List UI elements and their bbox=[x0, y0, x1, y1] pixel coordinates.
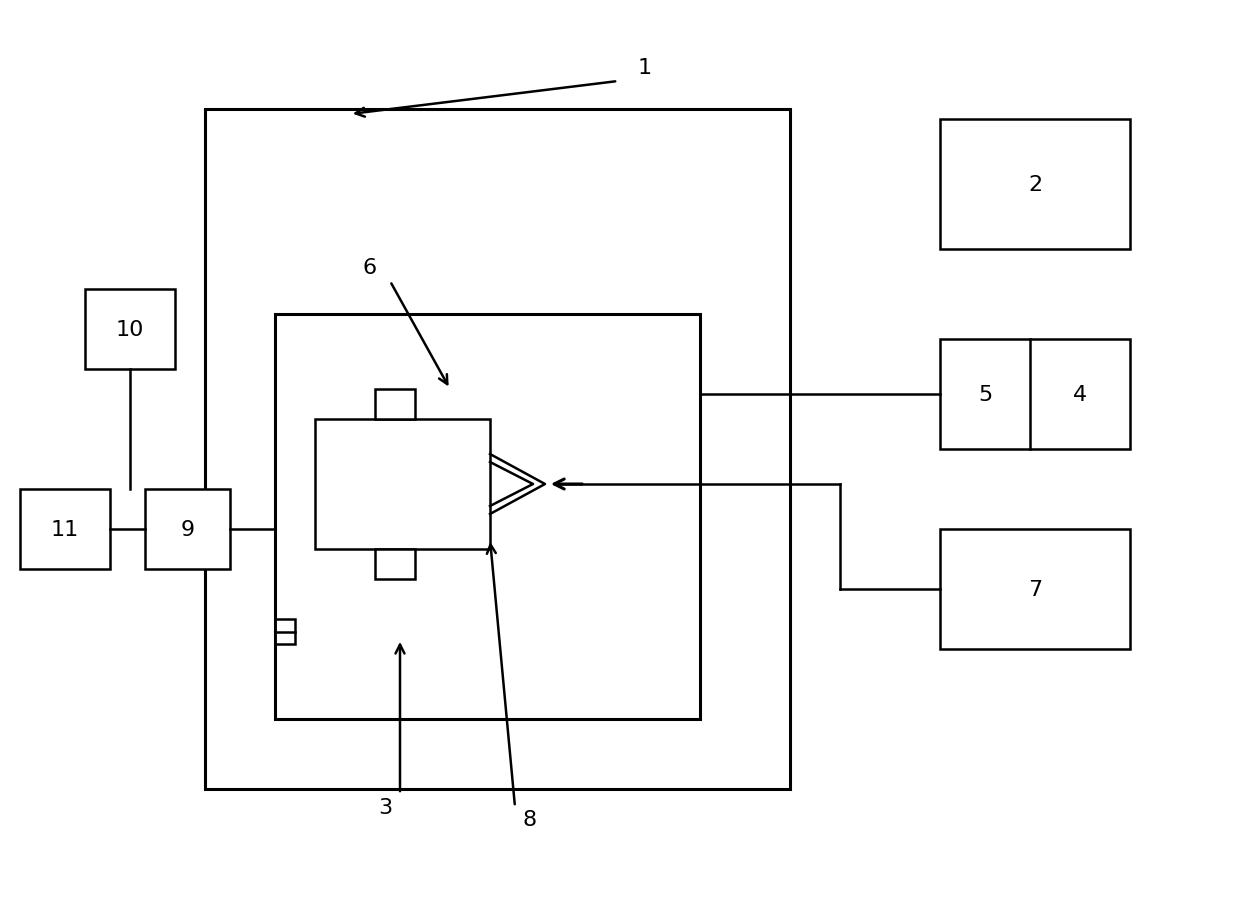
Bar bbox=[374, 390, 415, 420]
Bar bbox=[20, 489, 110, 569]
Text: 3: 3 bbox=[378, 797, 392, 817]
Bar bbox=[145, 489, 229, 569]
Text: 9: 9 bbox=[181, 519, 195, 539]
Text: 10: 10 bbox=[115, 320, 144, 340]
Text: 1: 1 bbox=[637, 58, 652, 78]
Bar bbox=[940, 529, 1130, 650]
Text: 8: 8 bbox=[523, 809, 537, 829]
Bar bbox=[86, 290, 175, 370]
Text: 2: 2 bbox=[1028, 175, 1042, 195]
Bar bbox=[275, 314, 701, 719]
Text: 6: 6 bbox=[363, 258, 377, 278]
Text: 7: 7 bbox=[1028, 579, 1042, 599]
Bar bbox=[205, 110, 790, 789]
Bar bbox=[940, 340, 1130, 449]
Text: 11: 11 bbox=[51, 519, 79, 539]
Text: 4: 4 bbox=[1073, 384, 1087, 404]
Text: 5: 5 bbox=[978, 384, 992, 404]
Bar bbox=[275, 619, 295, 644]
Bar bbox=[374, 549, 415, 579]
Bar bbox=[315, 420, 490, 549]
Bar bbox=[940, 120, 1130, 250]
